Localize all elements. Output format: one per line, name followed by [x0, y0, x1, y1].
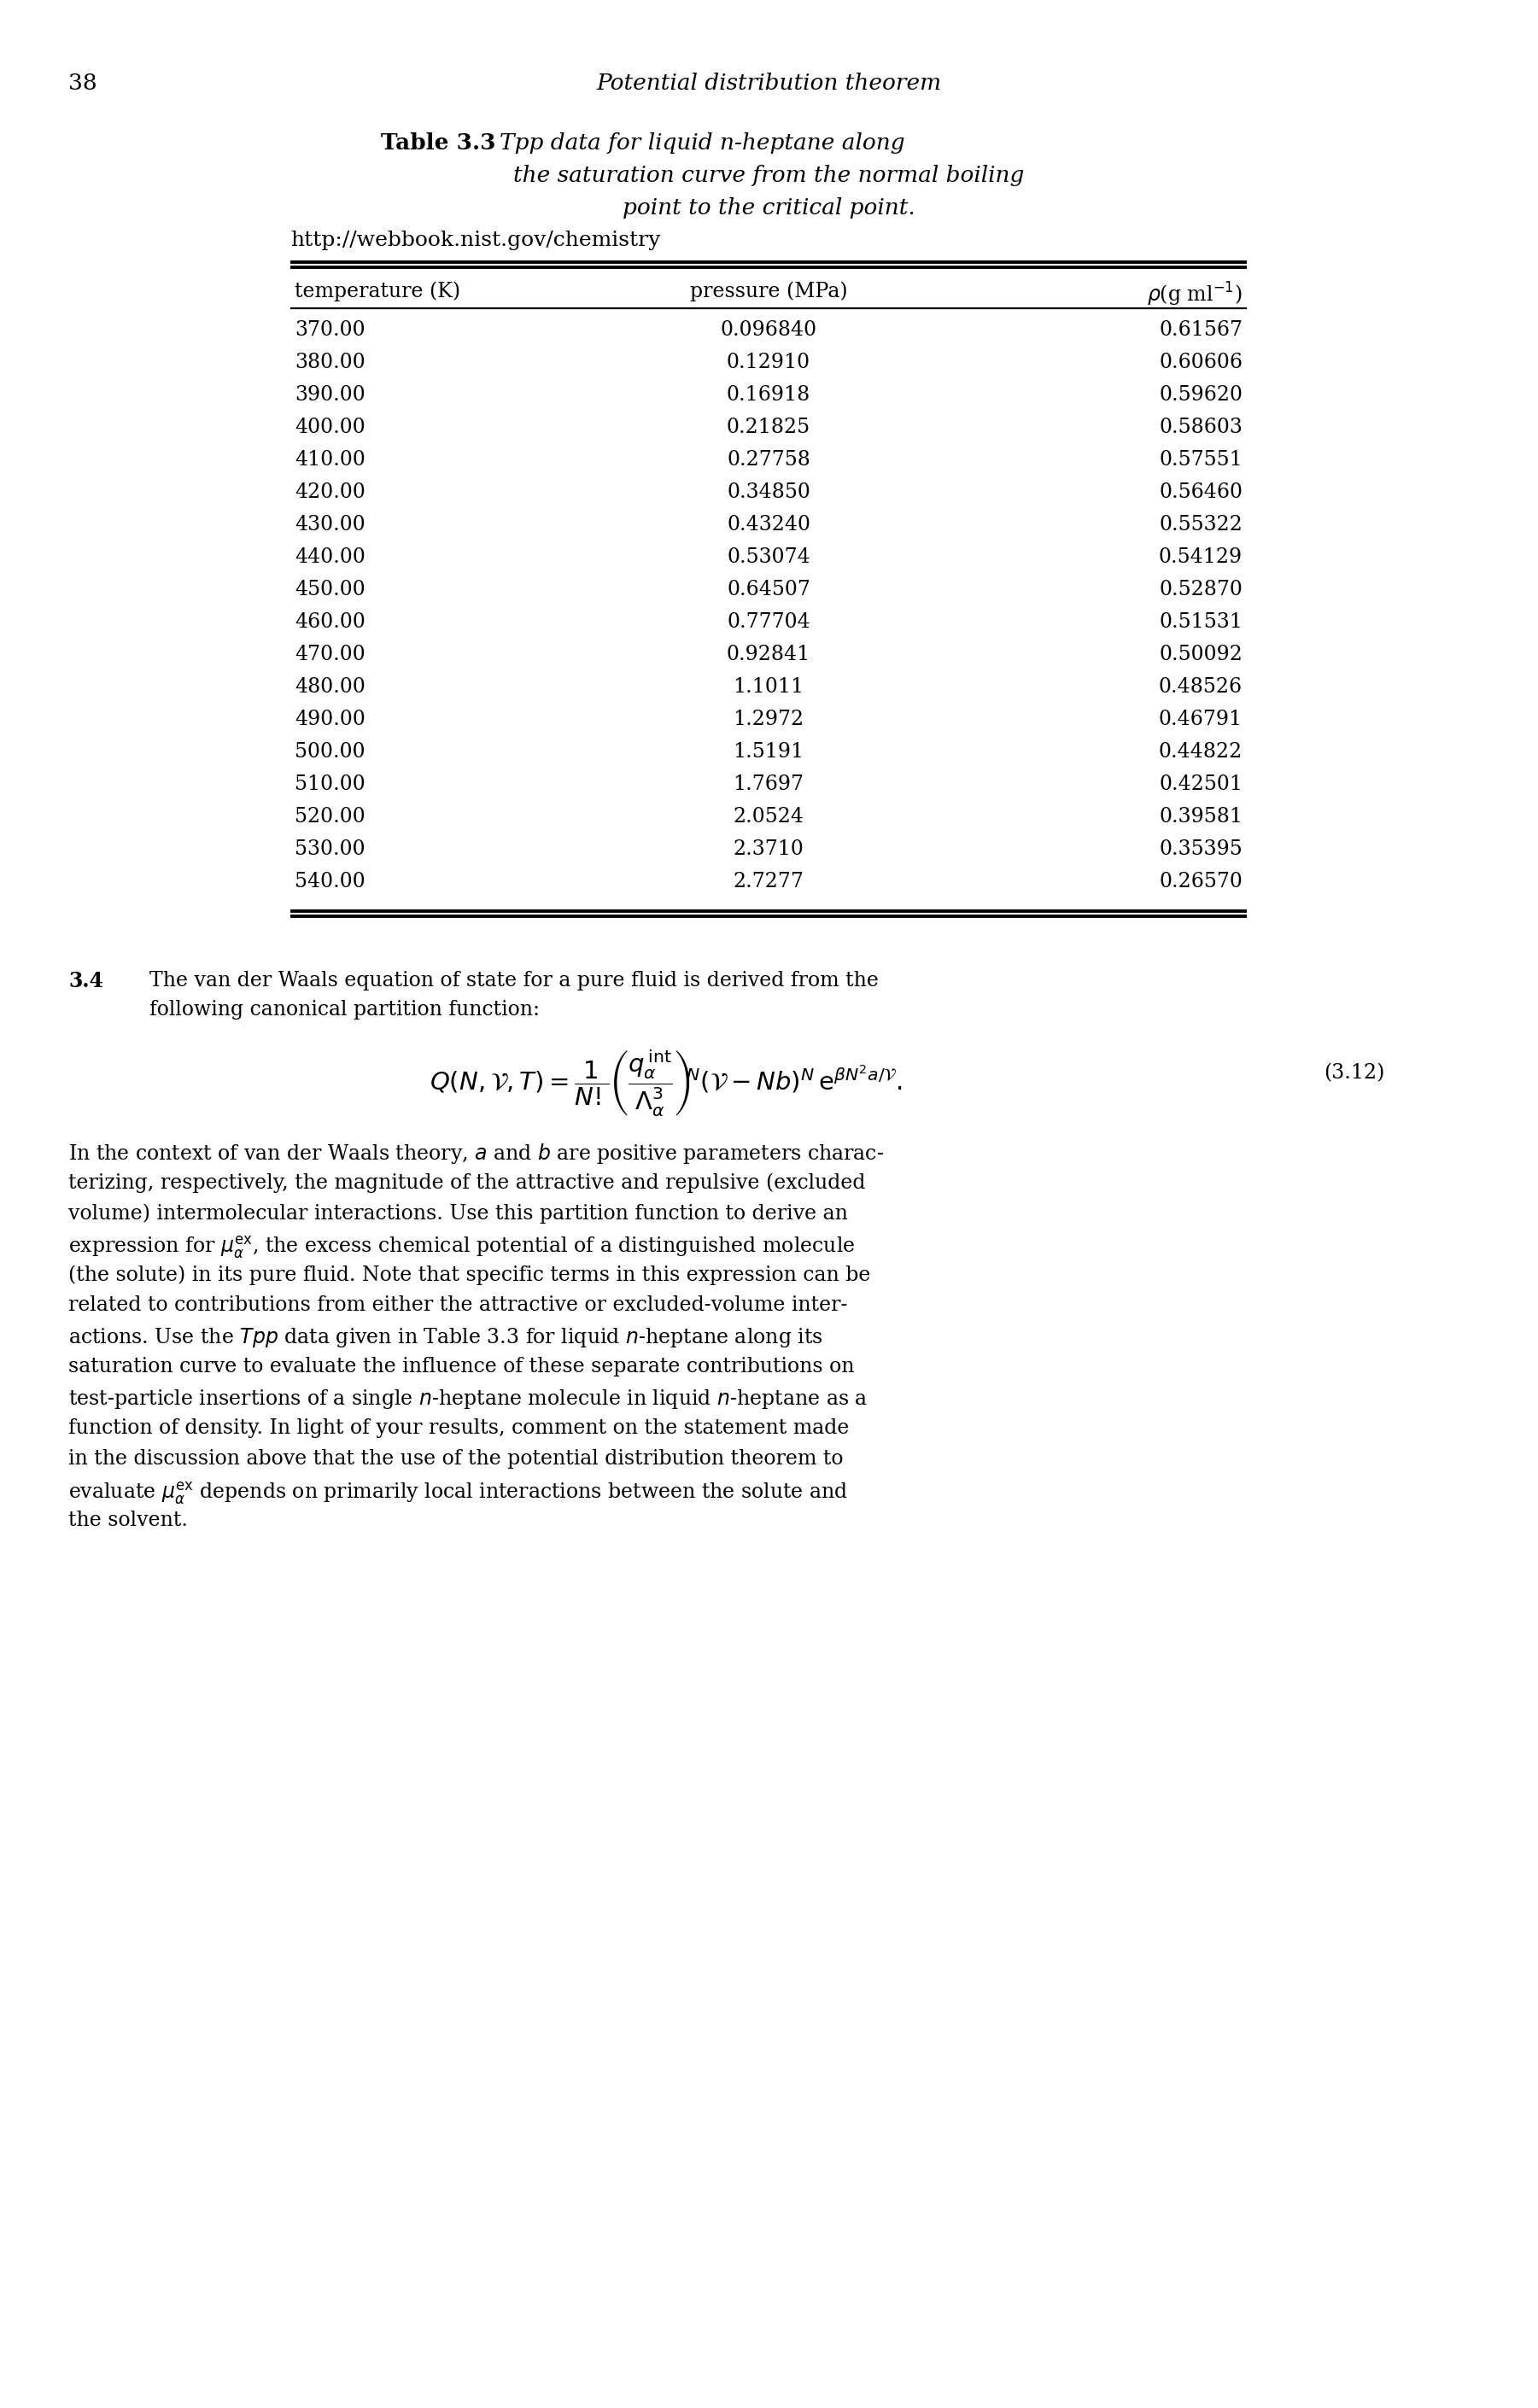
- Text: 0.64507: 0.64507: [727, 580, 811, 600]
- Text: 0.16918: 0.16918: [726, 385, 811, 405]
- Text: in the discussion above that the use of the potential distribution theorem to: in the discussion above that the use of …: [68, 1450, 843, 1469]
- Text: 0.53074: 0.53074: [727, 547, 811, 566]
- Text: 0.61567: 0.61567: [1158, 320, 1243, 340]
- Text: 520.00: 520.00: [295, 807, 366, 826]
- Text: 0.39581: 0.39581: [1158, 807, 1243, 826]
- Text: function of density. In light of your results, comment on the statement made: function of density. In light of your re…: [68, 1418, 849, 1438]
- Text: evaluate $\mu_\alpha^{\mathrm{ex}}$ depends on primarily local interactions betw: evaluate $\mu_\alpha^{\mathrm{ex}}$ depe…: [68, 1481, 847, 1507]
- Text: 380.00: 380.00: [295, 352, 366, 373]
- Text: volume) intermolecular interactions. Use this partition function to derive an: volume) intermolecular interactions. Use…: [68, 1204, 847, 1223]
- Text: 2.7277: 2.7277: [734, 872, 804, 891]
- Text: 1.5191: 1.5191: [734, 742, 804, 761]
- Text: Table 3.3: Table 3.3: [380, 132, 495, 154]
- Text: $Q(N, \mathcal{V}, T) = \dfrac{1}{N!}\left( \dfrac{q_\alpha^{\,\mathrm{int}}}{\L: $Q(N, \mathcal{V}, T) = \dfrac{1}{N!}\le…: [429, 1047, 903, 1117]
- Text: terizing, respectively, the magnitude of the attractive and repulsive (excluded: terizing, respectively, the magnitude of…: [68, 1173, 866, 1192]
- Text: 0.50092: 0.50092: [1160, 645, 1243, 665]
- Text: 0.57551: 0.57551: [1160, 450, 1243, 470]
- Text: 480.00: 480.00: [295, 677, 366, 696]
- Text: In the context of van der Waals theory, $a$ and $b$ are positive parameters char: In the context of van der Waals theory, …: [68, 1141, 884, 1165]
- Text: 1.7697: 1.7697: [734, 775, 804, 795]
- Text: (the solute) in its pure fluid. Note that specific terms in this expression can : (the solute) in its pure fluid. Note tha…: [68, 1264, 871, 1286]
- Text: 0.21825: 0.21825: [726, 417, 811, 438]
- Text: saturation curve to evaluate the influence of these separate contributions on: saturation curve to evaluate the influen…: [68, 1356, 855, 1377]
- Text: the saturation curve from the normal boiling: the saturation curve from the normal boi…: [514, 164, 1024, 185]
- Text: 0.43240: 0.43240: [727, 515, 811, 535]
- Text: 3.4: 3.4: [68, 970, 103, 992]
- Text: pressure (MPa): pressure (MPa): [689, 282, 847, 301]
- Text: 0.52870: 0.52870: [1160, 580, 1243, 600]
- Text: 38: 38: [68, 72, 97, 94]
- Text: 0.12910: 0.12910: [726, 352, 811, 373]
- Text: 0.59620: 0.59620: [1158, 385, 1243, 405]
- Text: Potential distribution theorem: Potential distribution theorem: [597, 72, 941, 94]
- Text: Tpp data for liquid n-heptane along: Tpp data for liquid n-heptane along: [500, 132, 904, 154]
- Text: 0.60606: 0.60606: [1158, 352, 1243, 373]
- Text: test-particle insertions of a single $n$-heptane molecule in liquid $n$-heptane : test-particle insertions of a single $n$…: [68, 1387, 867, 1411]
- Text: 0.77704: 0.77704: [727, 612, 811, 631]
- Text: 2.0524: 2.0524: [734, 807, 804, 826]
- Text: 0.46791: 0.46791: [1158, 710, 1243, 730]
- Text: The van der Waals equation of state for a pure fluid is derived from the: The van der Waals equation of state for …: [149, 970, 878, 990]
- Text: 0.51531: 0.51531: [1160, 612, 1243, 631]
- Text: 0.55322: 0.55322: [1160, 515, 1243, 535]
- Text: 0.48526: 0.48526: [1158, 677, 1243, 696]
- Text: 390.00: 390.00: [295, 385, 366, 405]
- Text: 460.00: 460.00: [295, 612, 366, 631]
- Text: $\rho$(g ml$^{-1}$): $\rho$(g ml$^{-1}$): [1147, 282, 1243, 308]
- Text: 1.1011: 1.1011: [734, 677, 804, 696]
- Text: expression for $\mu_\alpha^{\mathrm{ex}}$, the excess chemical potential of a di: expression for $\mu_\alpha^{\mathrm{ex}}…: [68, 1233, 855, 1259]
- Text: 0.34850: 0.34850: [727, 482, 811, 503]
- Text: 0.58603: 0.58603: [1160, 417, 1243, 438]
- Text: 0.096840: 0.096840: [720, 320, 817, 340]
- Text: 2.3710: 2.3710: [734, 840, 804, 860]
- Text: 0.27758: 0.27758: [727, 450, 811, 470]
- Text: 370.00: 370.00: [295, 320, 365, 340]
- Text: 0.44822: 0.44822: [1158, 742, 1243, 761]
- Text: 400.00: 400.00: [295, 417, 366, 438]
- Text: 0.26570: 0.26570: [1160, 872, 1243, 891]
- Text: (3.12): (3.12): [1324, 1062, 1384, 1084]
- Text: 410.00: 410.00: [295, 450, 366, 470]
- Text: http://webbook.nist.gov/chemistry: http://webbook.nist.gov/chemistry: [291, 231, 660, 250]
- Text: 0.35395: 0.35395: [1160, 840, 1243, 860]
- Text: 0.42501: 0.42501: [1158, 775, 1243, 795]
- Text: temperature (K): temperature (K): [295, 282, 460, 301]
- Text: 440.00: 440.00: [295, 547, 366, 566]
- Text: 0.92841: 0.92841: [726, 645, 811, 665]
- Text: 1.2972: 1.2972: [734, 710, 804, 730]
- Text: point to the critical point.: point to the critical point.: [623, 197, 915, 219]
- Text: actions. Use the $Tpp$ data given in Table 3.3 for liquid $n$-heptane along its: actions. Use the $Tpp$ data given in Tab…: [68, 1327, 823, 1348]
- Text: the solvent.: the solvent.: [68, 1510, 188, 1529]
- Text: 0.54129: 0.54129: [1158, 547, 1243, 566]
- Text: 450.00: 450.00: [295, 580, 366, 600]
- Text: 510.00: 510.00: [295, 775, 366, 795]
- Text: 540.00: 540.00: [295, 872, 366, 891]
- Text: 490.00: 490.00: [295, 710, 366, 730]
- Text: 0.56460: 0.56460: [1158, 482, 1243, 503]
- Text: following canonical partition function:: following canonical partition function:: [149, 999, 540, 1019]
- Text: 430.00: 430.00: [295, 515, 366, 535]
- Text: 500.00: 500.00: [295, 742, 365, 761]
- Text: related to contributions from either the attractive or excluded-volume inter-: related to contributions from either the…: [68, 1296, 847, 1315]
- Text: 470.00: 470.00: [295, 645, 366, 665]
- Text: 530.00: 530.00: [295, 840, 365, 860]
- Text: 420.00: 420.00: [295, 482, 366, 503]
